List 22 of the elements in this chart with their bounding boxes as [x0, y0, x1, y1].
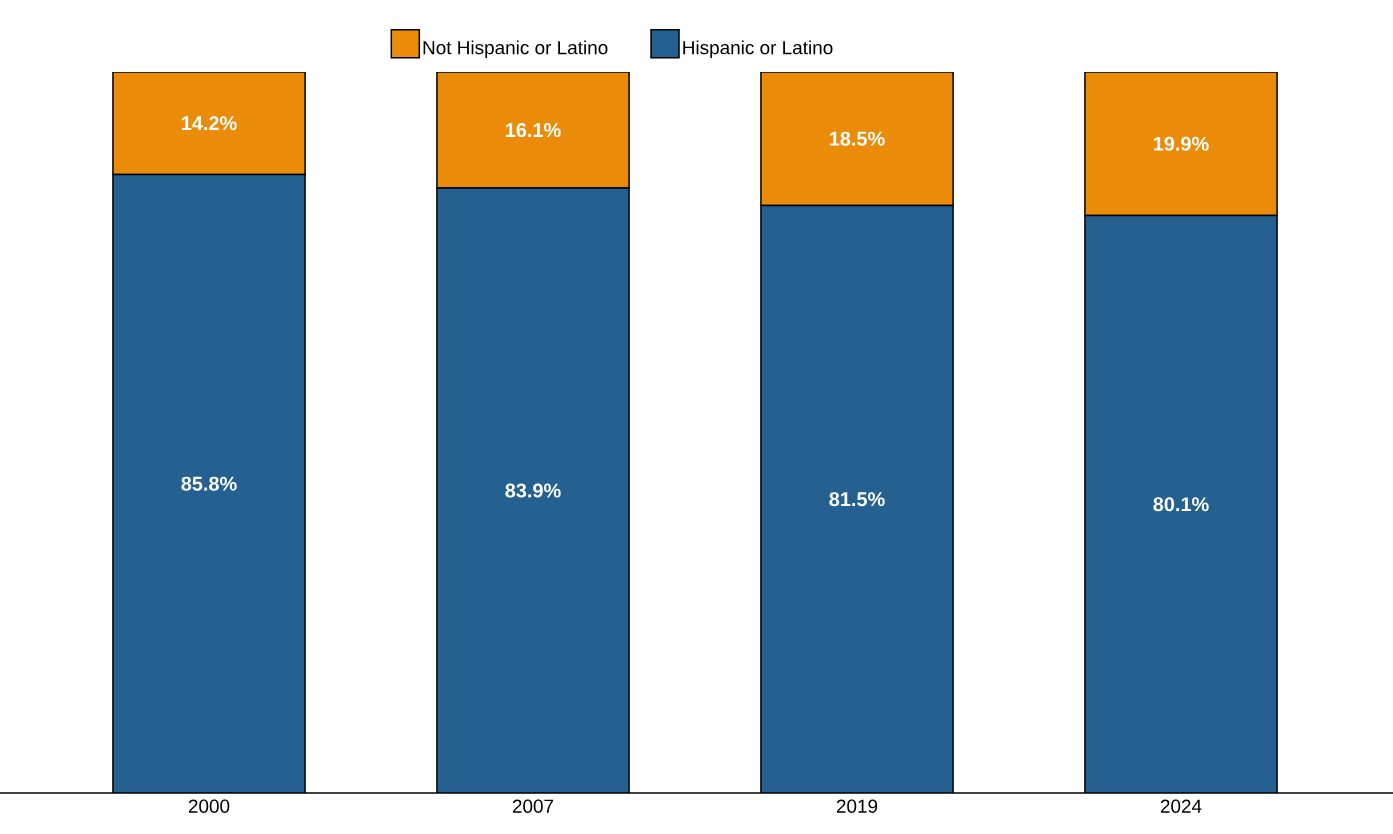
bar: [1084, 214, 1278, 793]
bar: [436, 188, 630, 793]
data-label: 80.1%: [1153, 497, 1209, 512]
data-label: 19.9%: [1154, 136, 1209, 151]
x-tick-label: 2007: [512, 799, 554, 813]
x-tick-label: 2019: [836, 799, 878, 813]
data-label: 18.5%: [830, 131, 885, 146]
bar: [436, 71, 630, 189]
data-label: 16.1%: [506, 122, 561, 138]
legend-label: Hispanic or Latino: [683, 40, 833, 59]
x-tick-label: 2000: [188, 799, 230, 813]
bar: [760, 71, 954, 207]
legend-label: Not Hispanic or Latino: [423, 40, 608, 59]
data-label: 85.8%: [181, 476, 237, 491]
bar: [1084, 71, 1278, 217]
data-label: 14.2%: [182, 116, 237, 131]
bar: [112, 71, 306, 176]
bar: [760, 205, 954, 793]
data-label: 81.5%: [829, 492, 885, 507]
data-label: 83.9%: [505, 483, 561, 498]
x-tick-label: 2024: [1160, 799, 1202, 813]
bar: [112, 174, 306, 793]
